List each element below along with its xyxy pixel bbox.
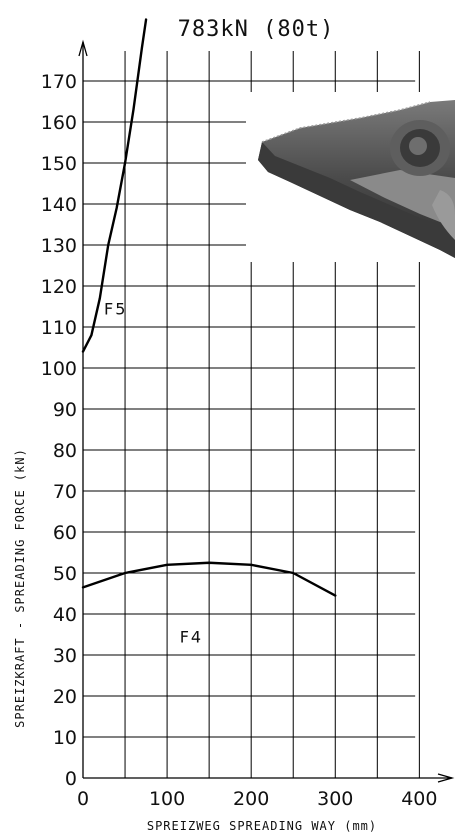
x-axis-arrow xyxy=(437,773,455,783)
chart-title: 783kN (80t) xyxy=(178,17,335,42)
x-tick-label: 200 xyxy=(233,788,269,810)
y-tick-label: 160 xyxy=(41,112,77,134)
y-tick-label: 130 xyxy=(41,235,77,257)
axes: 0 10 20 30 40 50 60 70 80 90 100 110 120 130 140 150 160… xyxy=(41,39,455,810)
series-label-f4: F4 xyxy=(180,628,203,647)
y-tick-label: 100 xyxy=(41,358,77,380)
x-tick-label: 300 xyxy=(317,788,353,810)
series-label-f5: F5 xyxy=(104,300,127,319)
y-tick-label: 140 xyxy=(41,194,77,216)
y-tick-label: 20 xyxy=(53,686,77,708)
y-tick-label: 80 xyxy=(53,440,77,462)
y-tick-label: 10 xyxy=(53,727,77,749)
x-tick-label: 0 xyxy=(77,788,89,810)
spreader-tip-icon xyxy=(246,92,455,262)
series-lines xyxy=(81,18,337,597)
y-tick-label: 50 xyxy=(53,563,77,585)
x-axis-label: SPREIZWEG SPREADING WAY (mm) xyxy=(147,819,377,833)
y-tick-label: 60 xyxy=(53,522,77,544)
series-line-f5 xyxy=(81,18,148,353)
y-tick-label: 90 xyxy=(53,399,77,421)
x-tick-label: 400 xyxy=(401,788,437,810)
y-tick-label: 40 xyxy=(53,604,77,626)
x-tick-label: 100 xyxy=(149,788,185,810)
y-tick-label: 70 xyxy=(53,481,77,503)
y-tick-label: 170 xyxy=(41,71,77,93)
y-tick-label: 0 xyxy=(65,768,77,790)
y-tick-label: 150 xyxy=(41,153,77,175)
y-axis-label: SPREIZKRAFT - SPREADING FORCE (kN) xyxy=(13,448,27,728)
y-tick-label: 120 xyxy=(41,276,77,298)
series-labels: F5 F4 xyxy=(104,300,203,647)
y-tick-label: 30 xyxy=(53,645,77,667)
y-axis-arrow xyxy=(78,39,88,57)
y-tick-label: 110 xyxy=(41,317,77,339)
series-line-f4 xyxy=(81,561,337,597)
